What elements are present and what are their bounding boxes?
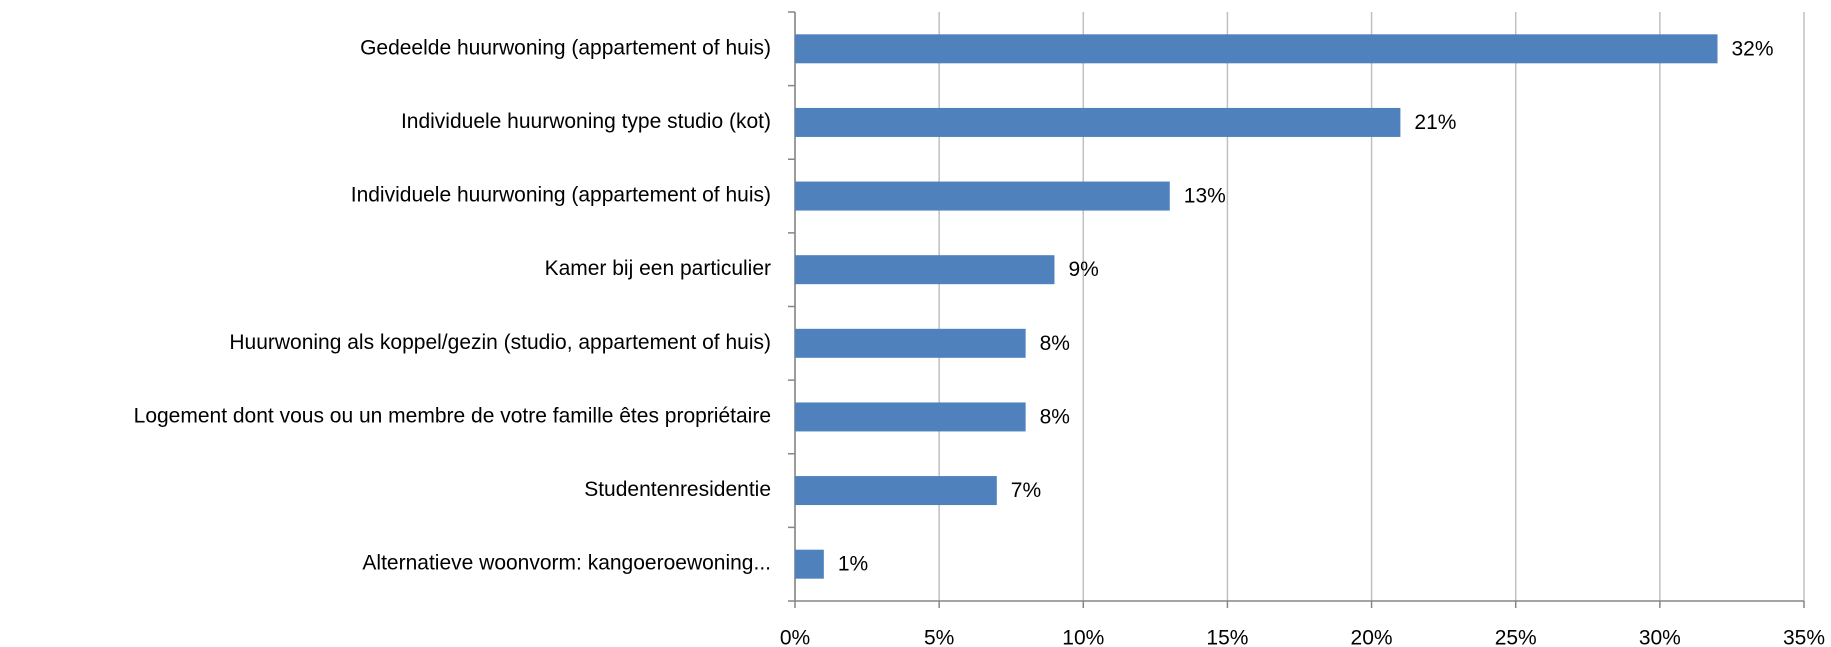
bar bbox=[795, 255, 1055, 285]
y-tick-label: Kamer bij een particulier bbox=[545, 257, 771, 280]
x-tick-label: 35% bbox=[1783, 627, 1825, 647]
data-label: 13% bbox=[1184, 185, 1226, 208]
data-label: 8% bbox=[1040, 332, 1070, 355]
y-tick-label: Huurwoning als koppel/gezin (studio, app… bbox=[229, 331, 771, 354]
x-tick-label: 5% bbox=[924, 627, 954, 647]
bar bbox=[795, 402, 1026, 432]
x-tick-label: 20% bbox=[1351, 627, 1393, 647]
x-tick-label: 0% bbox=[780, 627, 810, 647]
bar bbox=[795, 34, 1718, 64]
data-label: 21% bbox=[1414, 111, 1456, 134]
bar bbox=[795, 107, 1401, 137]
x-tick-label: 10% bbox=[1062, 627, 1104, 647]
data-label: 9% bbox=[1068, 258, 1098, 281]
y-tick-label: Individuele huurwoning type studio (kot) bbox=[401, 110, 771, 133]
y-tick-label: Logement dont vous ou un membre de votre… bbox=[134, 404, 771, 427]
data-label: 32% bbox=[1732, 37, 1774, 60]
x-tick-label: 25% bbox=[1495, 627, 1537, 647]
data-label: 7% bbox=[1011, 479, 1041, 502]
bar bbox=[795, 328, 1026, 358]
y-tick-label: Individuele huurwoning (appartement of h… bbox=[351, 184, 771, 207]
y-tick-label: Alternatieve woonvorm: kangoeroewoning..… bbox=[362, 552, 771, 575]
bar bbox=[795, 476, 997, 506]
data-label: 8% bbox=[1040, 405, 1070, 428]
x-tick-label: 15% bbox=[1206, 627, 1248, 647]
bar bbox=[795, 181, 1170, 211]
bar bbox=[795, 549, 824, 579]
x-tick-label: 30% bbox=[1639, 627, 1681, 647]
data-label: 1% bbox=[838, 553, 868, 576]
y-tick-label: Studentenresidentie bbox=[584, 478, 771, 501]
y-tick-label: Gedeelde huurwoning (appartement of huis… bbox=[360, 36, 771, 59]
